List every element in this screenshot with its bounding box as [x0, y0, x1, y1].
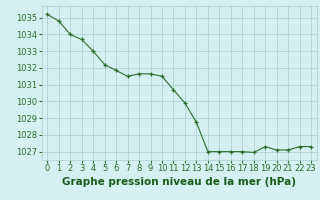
X-axis label: Graphe pression niveau de la mer (hPa): Graphe pression niveau de la mer (hPa): [62, 177, 296, 187]
